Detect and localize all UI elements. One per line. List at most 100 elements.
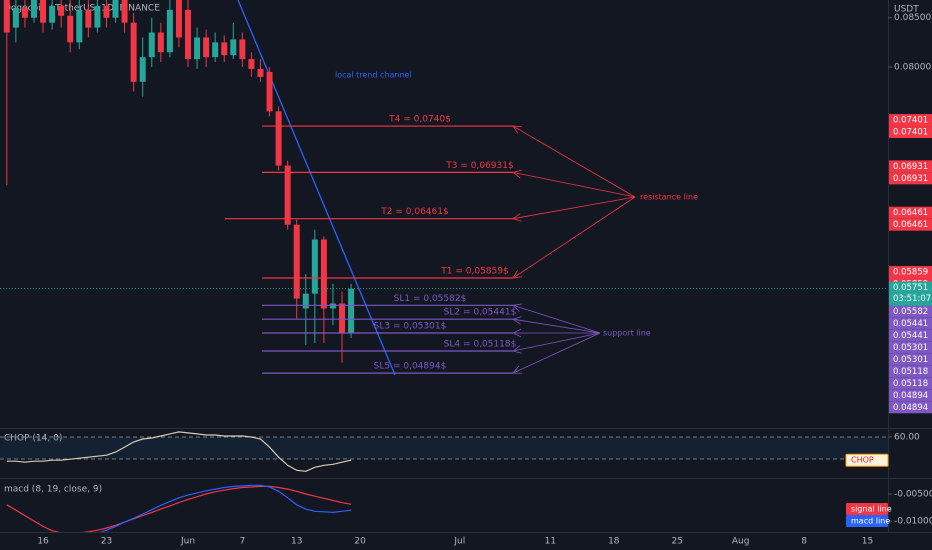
x-tick-label: Aug: [732, 537, 750, 547]
x-tick-label: 13: [291, 537, 302, 547]
candle-body: [166, 9, 173, 53]
candle-body: [194, 37, 201, 60]
x-tick-label: 15: [862, 537, 873, 547]
candle-body: [248, 59, 255, 69]
band-fill: [0, 436, 888, 460]
price-label-box: [889, 172, 932, 185]
candle-body: [275, 111, 282, 166]
x-tick-label: 18: [608, 537, 620, 547]
price-label-box: [889, 160, 932, 173]
price-label: 0.05301: [893, 343, 928, 353]
pointer-arrow: [512, 171, 636, 198]
arrow-head: [512, 303, 522, 306]
arrow-head: [512, 332, 522, 338]
candle-body: [329, 303, 336, 309]
symbol-title: Dogecoin / TetherUS, 1D, BINANCE: [4, 4, 160, 14]
candle-body: [112, 0, 119, 18]
price-label: 0.06931: [893, 174, 928, 184]
last-price-box: [889, 281, 932, 306]
candle-body: [30, 0, 37, 18]
candle-body: [175, 0, 182, 38]
level-name: SL3 = 0,05301$: [374, 321, 447, 331]
pointer-arrow: [512, 304, 601, 334]
arrow-head: [512, 345, 521, 352]
price-label: 0.05859: [893, 268, 928, 278]
candle-body: [266, 71, 273, 112]
candle-body: [76, 9, 83, 43]
candle-body: [185, 9, 191, 60]
price-label: 0.05118: [893, 367, 928, 377]
level-name: SL1 = 0,05582$: [394, 294, 467, 304]
level-name: T4 = 0,0740$: [388, 115, 451, 125]
candle-body: [12, 7, 19, 28]
candle-body: [85, 9, 92, 28]
price-label: 0.07401: [893, 128, 928, 138]
price-label-box: [889, 329, 932, 342]
arrow-head: [512, 213, 521, 220]
trend-label: local trend channel: [335, 71, 412, 80]
series-line: [6, 431, 352, 472]
price-label-box: [889, 365, 932, 378]
candle-body: [103, 5, 110, 18]
level-name: T1 = 0,05859$: [440, 267, 508, 277]
y-tick-label: -0.00500: [894, 489, 932, 499]
arrow-head: [512, 350, 522, 354]
price-label-box: [889, 317, 932, 330]
x-tick-label: 11: [545, 537, 556, 547]
x-tick-label: 23: [101, 537, 112, 547]
series-label-box: [846, 503, 888, 515]
countdown: 03:51:07: [893, 294, 931, 304]
price-label-box: [889, 266, 932, 279]
arrow-head: [512, 125, 523, 128]
price-label-box: [889, 389, 932, 402]
series-label: signal line: [851, 505, 892, 514]
price-label: 0.07401: [893, 116, 928, 126]
arrow-head: [512, 305, 520, 312]
series-label-box: [845, 453, 889, 467]
candle-body: [157, 32, 164, 53]
x-tick-label: Jul: [453, 537, 465, 547]
price-label: 0.06461: [893, 208, 928, 218]
candle-body: [221, 42, 228, 56]
pointer-arrow: [512, 318, 601, 334]
arrow-head: [512, 276, 522, 279]
pointer-arrow: [512, 196, 636, 279]
candle-body: [293, 224, 300, 299]
arrow-head: [512, 328, 522, 334]
price-label-box: [889, 126, 932, 139]
candle-body: [230, 39, 237, 56]
candle-body: [121, 0, 128, 23]
candle-body: [40, 0, 47, 23]
level-name: SL5 = 0,04894$: [374, 362, 447, 372]
series-line: [99, 484, 352, 532]
price-label: 0.05118: [893, 379, 928, 389]
price-label: 0.06461: [893, 220, 928, 230]
arrow-head: [512, 270, 518, 279]
candle-body: [148, 32, 155, 58]
arrow-head: [512, 318, 521, 325]
candle-body: [212, 42, 219, 58]
price-label: 0.04894: [893, 403, 928, 413]
price-label-box: [889, 206, 932, 219]
last-price: 0.05751: [893, 283, 928, 293]
pointer-arrow: [512, 196, 636, 220]
y-tick-label: 60.00: [894, 432, 920, 442]
price-label: 0.05441: [893, 331, 928, 341]
candle-body: [311, 239, 318, 294]
price-label: 0.04894: [893, 391, 928, 401]
support-label: support line: [603, 329, 651, 338]
price-label: 0.05582: [893, 307, 928, 317]
x-tick-label: 20: [354, 537, 366, 547]
level-name: T3 = 0,06931$: [445, 161, 513, 171]
arrow-head: [512, 125, 519, 134]
candle-body: [320, 239, 327, 309]
price-label: 0.06931: [893, 162, 928, 172]
price-label: 0.05301: [893, 355, 928, 365]
level-name: SL4 = 0,05118$: [444, 340, 517, 350]
price-label-box: [889, 377, 932, 390]
pointer-arrow: [512, 125, 636, 198]
macd-title: macd (8, 19, close, 9): [4, 485, 102, 495]
arrow-head: [512, 172, 521, 179]
series-line: [6, 485, 352, 532]
